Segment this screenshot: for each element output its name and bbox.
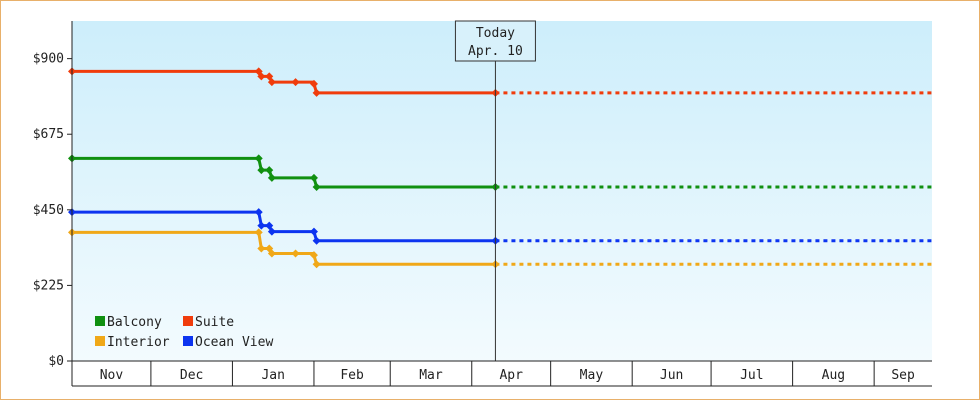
legend-item: Interior <box>95 335 170 350</box>
series-line <box>72 230 496 266</box>
data-point <box>257 72 266 81</box>
data-point <box>267 249 276 258</box>
x-month-label: Jul <box>740 368 763 383</box>
data-point <box>309 227 318 236</box>
x-month-label: Sep <box>891 368 915 383</box>
today-marker: Today Apr. 10 <box>454 20 536 361</box>
data-point <box>257 244 266 253</box>
data-point <box>267 227 276 236</box>
today-label-box <box>454 20 536 62</box>
legend-item: Suite <box>183 315 234 330</box>
legend-swatch <box>95 316 105 326</box>
x-month-label: Jan <box>261 368 284 383</box>
x-month-label: Aug <box>822 368 845 383</box>
x-month-label: Dec <box>180 368 203 383</box>
data-point <box>312 236 321 245</box>
data-point <box>312 88 321 97</box>
legend-label: Balcony <box>107 315 162 330</box>
legend-swatch <box>183 316 193 326</box>
data-point <box>257 221 266 230</box>
legend-item: Ocean View <box>183 335 273 350</box>
today-date-label: Apr. 10 <box>468 44 523 59</box>
y-tick-label: $225 <box>33 278 64 293</box>
data-point <box>309 79 318 88</box>
data-point <box>309 251 318 260</box>
data-point <box>257 166 266 175</box>
legend-item: Balcony <box>95 315 162 330</box>
x-month-label: Nov <box>100 368 124 383</box>
legend-label: Interior <box>107 335 170 350</box>
x-month-label: Mar <box>419 368 443 383</box>
x-month-label: May <box>580 368 604 383</box>
series-ocean-view <box>68 208 932 245</box>
series-interior <box>68 228 932 269</box>
y-tick-label: $0 <box>48 354 64 369</box>
plot-background <box>72 21 932 361</box>
today-label: Today <box>476 26 515 41</box>
data-point <box>309 173 318 182</box>
data-point <box>291 78 300 87</box>
legend-swatch <box>95 336 105 346</box>
y-tick-label: $900 <box>33 52 64 67</box>
data-point <box>312 182 321 191</box>
series-suite <box>68 67 932 97</box>
data-point <box>265 72 274 81</box>
axes: $0 $225 $450 $675 $900 Nov Dec Jan Feb Mar Apr May J… <box>33 21 932 387</box>
legend-swatch <box>183 336 193 346</box>
data-point <box>265 221 274 230</box>
y-tick-label: $675 <box>33 127 64 142</box>
data-point <box>291 249 300 258</box>
y-tick-label: $450 <box>33 203 64 218</box>
legend: Balcony Suite Interior Ocean View <box>95 315 273 350</box>
x-month-label: Jun <box>660 368 683 383</box>
x-month-label: Apr <box>499 368 523 383</box>
legend-label: Ocean View <box>195 335 273 350</box>
data-point <box>312 260 321 269</box>
data-point <box>267 173 276 182</box>
x-month-label: Feb <box>340 368 364 383</box>
series-layer <box>68 67 932 269</box>
data-point <box>265 166 274 175</box>
legend-label: Suite <box>195 315 234 330</box>
data-point <box>267 78 276 87</box>
